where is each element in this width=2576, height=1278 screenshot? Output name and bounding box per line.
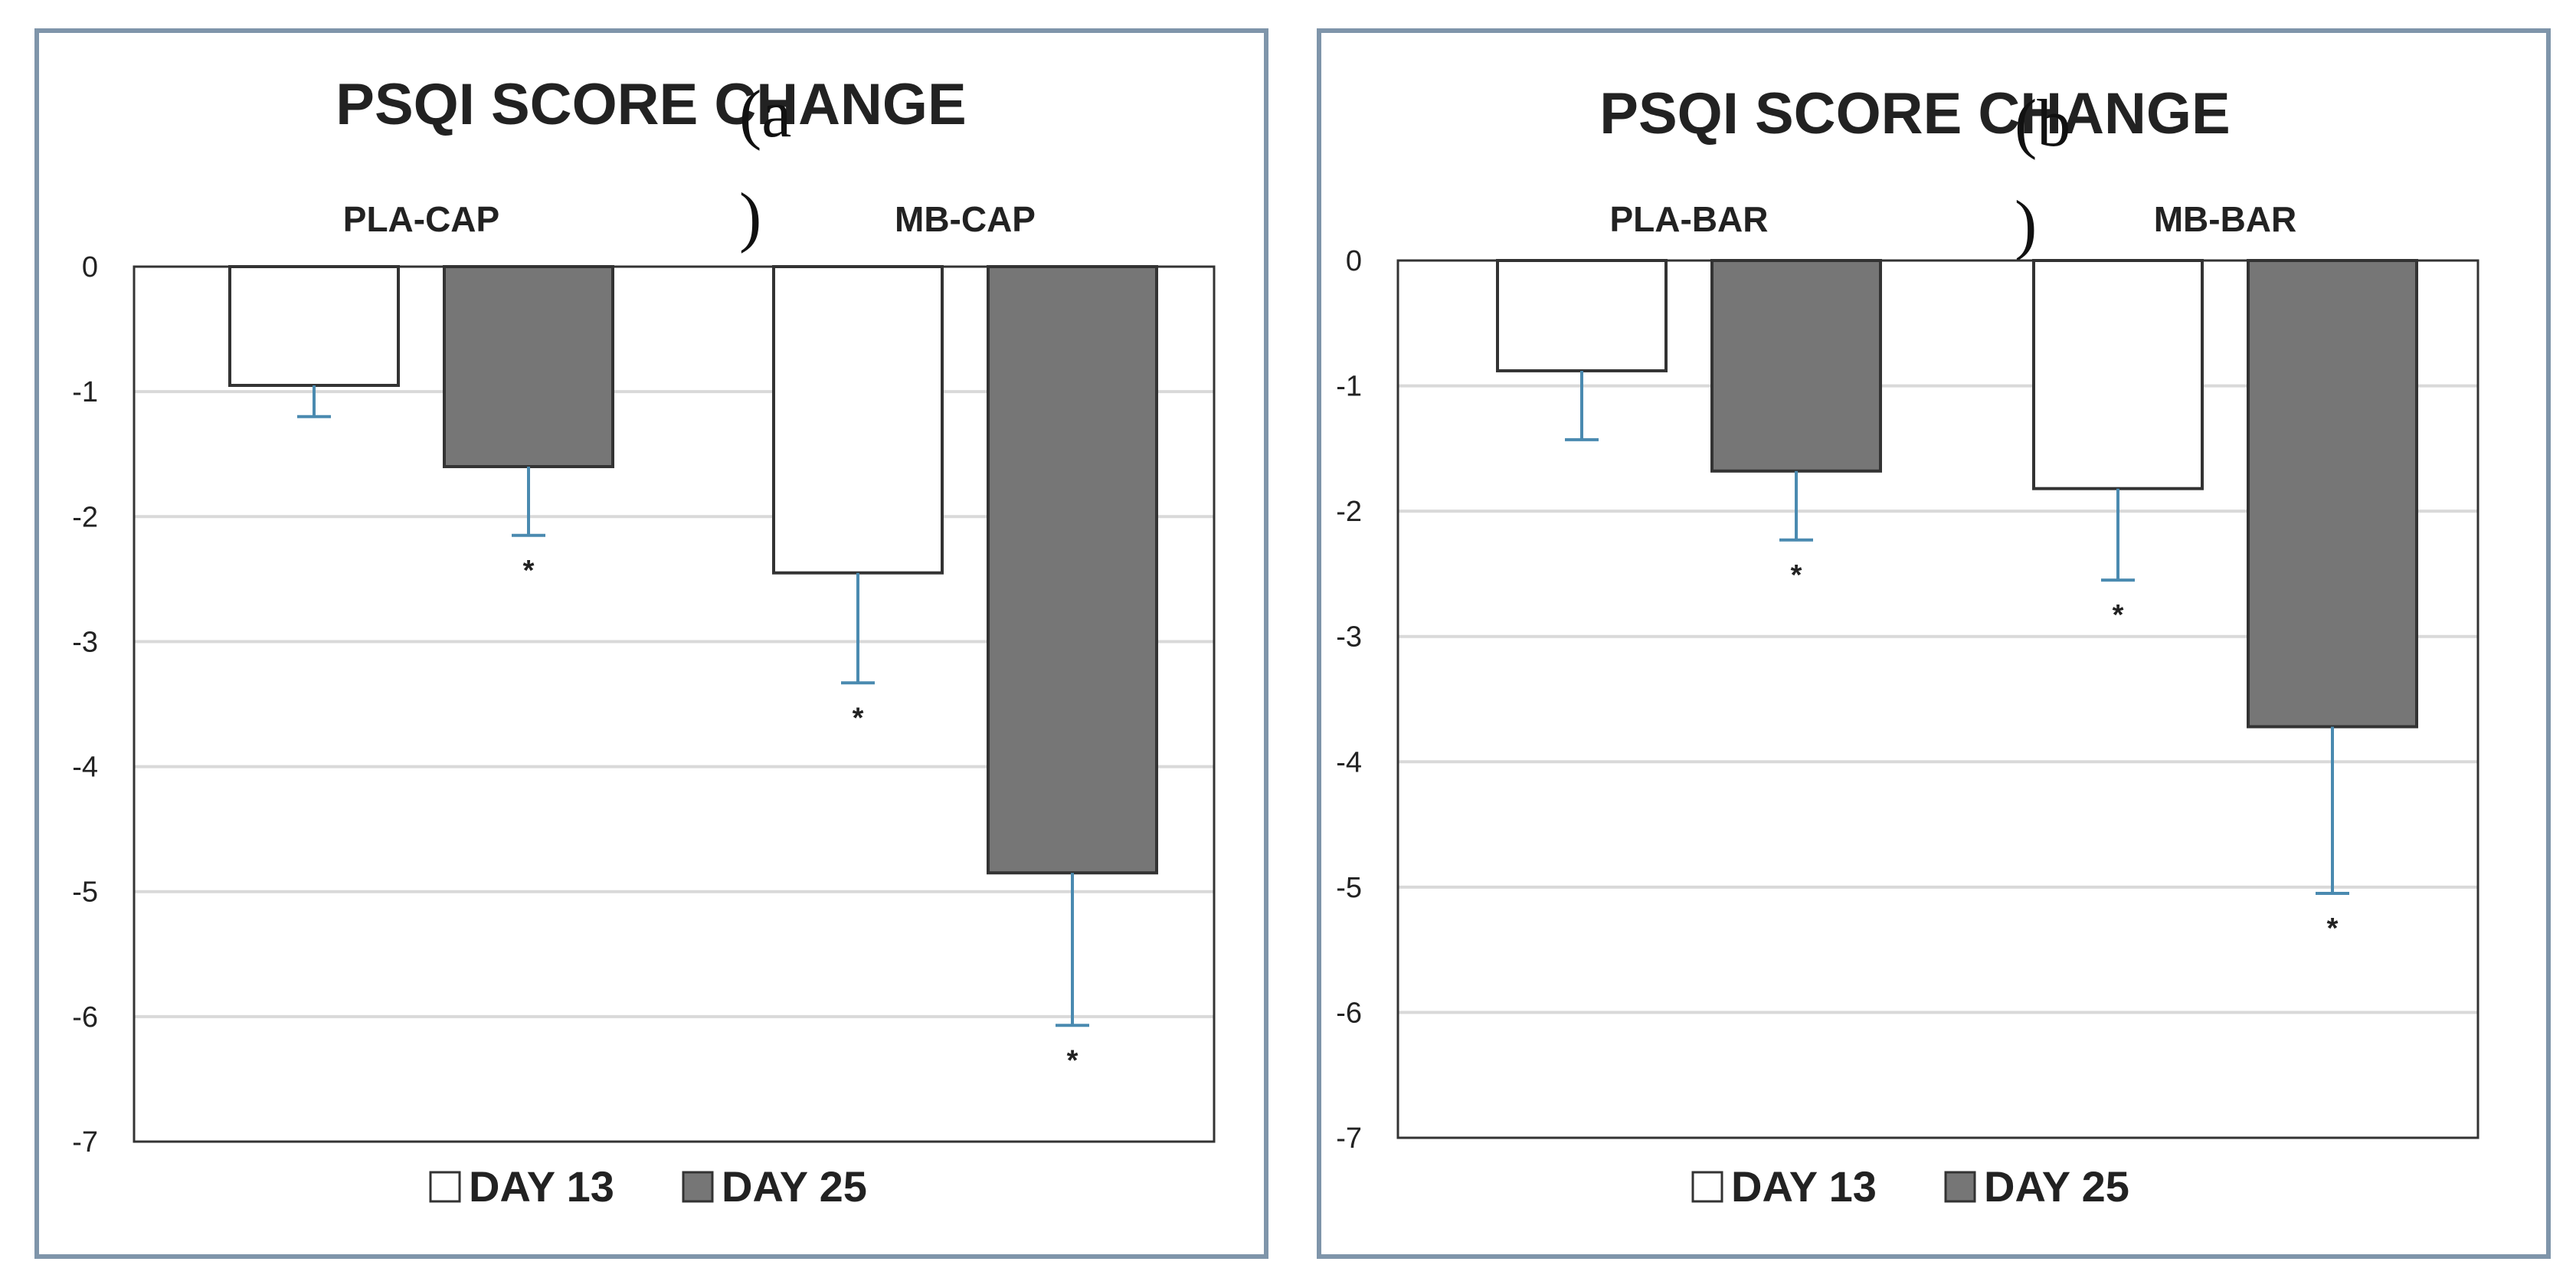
chart-a-bar — [772, 265, 944, 575]
chart-b-legend-swatch — [1944, 1171, 1976, 1203]
chart-b-y-tick-label: 0 — [1346, 245, 1362, 277]
chart-b-y-tick-label: -5 — [1336, 872, 1362, 904]
chart-b-category-label: PLA-BAR — [1610, 199, 1769, 239]
chart-b-bar — [2247, 259, 2418, 729]
chart-a-plot-area — [133, 265, 1216, 1143]
chart-b-panel-label-close: ) — [2015, 188, 2037, 262]
chart-b-significance-marker: * — [2327, 913, 2339, 945]
chart-b-category-label: MB-BAR — [2154, 199, 2297, 239]
chart-b-legend-label: DAY 13 — [1731, 1162, 1877, 1211]
chart-b-y-tick-label: -2 — [1336, 496, 1362, 528]
chart-b-significance-marker: * — [1791, 559, 1802, 591]
chart-panel-a: PSQI SCORE CHANGE (a ) PLA-CAP MB-CAP 0 -1… — [34, 28, 1268, 1259]
chart-b-bars: * * * — [1496, 259, 2418, 945]
chart-b-bar — [1710, 259, 1882, 473]
chart-a-y-tick-label: -7 — [72, 1126, 98, 1158]
chart-a-legend-swatch — [429, 1171, 461, 1203]
chart-a-panel-label-close: ) — [739, 180, 761, 254]
chart-a-significance-marker: * — [853, 702, 864, 734]
chart-a-category-label: PLA-CAP — [343, 199, 499, 239]
chart-b-title: PSQI SCORE CHANGE — [1599, 81, 2230, 146]
chart-b-significance-marker: * — [2113, 599, 2124, 631]
chart-b-legend: DAY 13 DAY 25 — [1691, 1162, 2129, 1211]
chart-b-y-tick-label: -1 — [1336, 371, 1362, 403]
chart-b-plot-area — [1396, 259, 2479, 1139]
chart-a-legend-label: DAY 25 — [722, 1162, 867, 1211]
chart-a-category-label: MB-CAP — [895, 199, 1036, 239]
chart-a-y-tick-label: -4 — [72, 752, 98, 784]
chart-a-significance-marker: * — [523, 555, 535, 587]
chart-a-y-tick-label: -2 — [72, 501, 98, 533]
chart-a-bar — [228, 265, 400, 387]
chart-b-legend-swatch — [1691, 1171, 1723, 1203]
chart-b-bar — [2032, 259, 2204, 490]
chart-a-panel-label: (a — [739, 77, 791, 152]
chart-b-y-tick-label: -6 — [1336, 997, 1362, 1029]
chart-a-legend-swatch — [682, 1171, 714, 1203]
chart-a-significance-marker: * — [1067, 1044, 1079, 1076]
chart-a-legend-label: DAY 13 — [469, 1162, 614, 1211]
chart-b-y-tick-label: -4 — [1336, 746, 1362, 778]
chart-a-y-tick-label: 0 — [82, 251, 98, 283]
chart-b-y-ticks: 0 -1 -2 -3 -4 -5 -6 -7 — [1336, 245, 1362, 1155]
chart-b-bar — [1496, 259, 1668, 372]
chart-b-panel-label: (b — [2015, 87, 2070, 161]
chart-b-group-labels: PLA-BAR MB-BAR — [1610, 199, 2297, 239]
chart-panel-b: PSQI SCORE CHANGE (b ) PLA-BAR MB-BAR 0 -1… — [1317, 28, 2551, 1259]
chart-b-legend-label: DAY 25 — [1984, 1162, 2129, 1211]
chart-a-legend: DAY 13 DAY 25 — [429, 1162, 867, 1211]
chart-b-y-tick-label: -7 — [1336, 1122, 1362, 1155]
chart-a-y-tick-label: -1 — [72, 376, 98, 408]
chart-a-bar — [443, 265, 614, 469]
chart-a-y-tick-label: -6 — [72, 1001, 98, 1034]
chart-a-y-ticks: 0 -1 -2 -3 -4 -5 -6 -7 — [72, 251, 98, 1158]
chart-a-title: PSQI SCORE CHANGE — [336, 72, 966, 137]
chart-a-bars: * * * — [228, 265, 1158, 1076]
chart-b-y-tick-label: -3 — [1336, 621, 1362, 654]
chart-a-bar — [987, 265, 1158, 875]
chart-a-y-tick-label: -5 — [72, 877, 98, 909]
chart-a-y-tick-label: -3 — [72, 626, 98, 658]
chart-a-group-labels: PLA-CAP MB-CAP — [343, 199, 1036, 239]
